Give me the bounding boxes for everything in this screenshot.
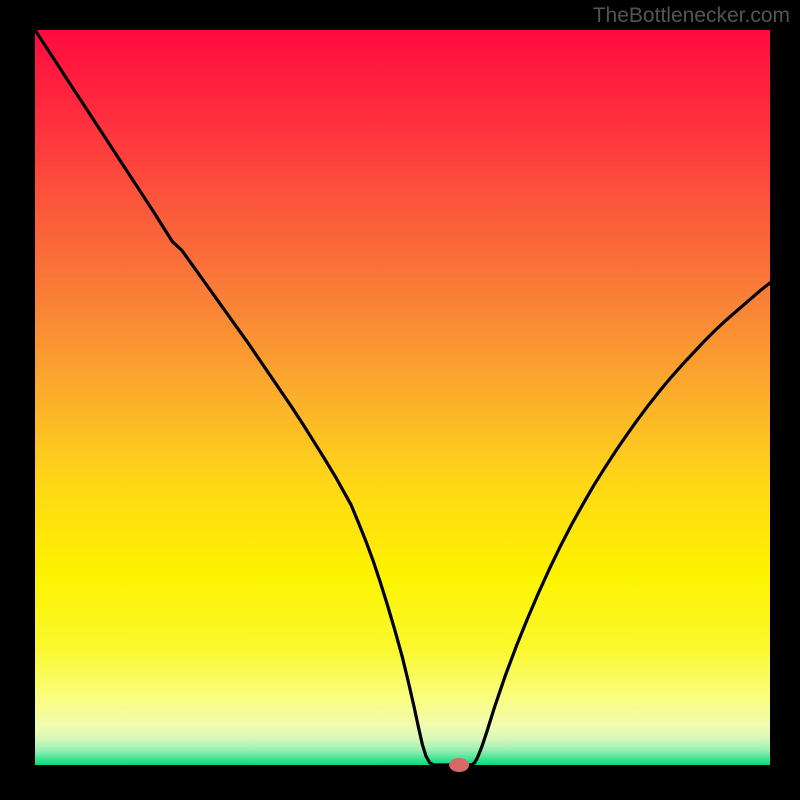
bottleneck-chart [0,0,800,800]
minimum-marker [449,758,469,772]
watermark-text: TheBottlenecker.com [593,4,790,28]
